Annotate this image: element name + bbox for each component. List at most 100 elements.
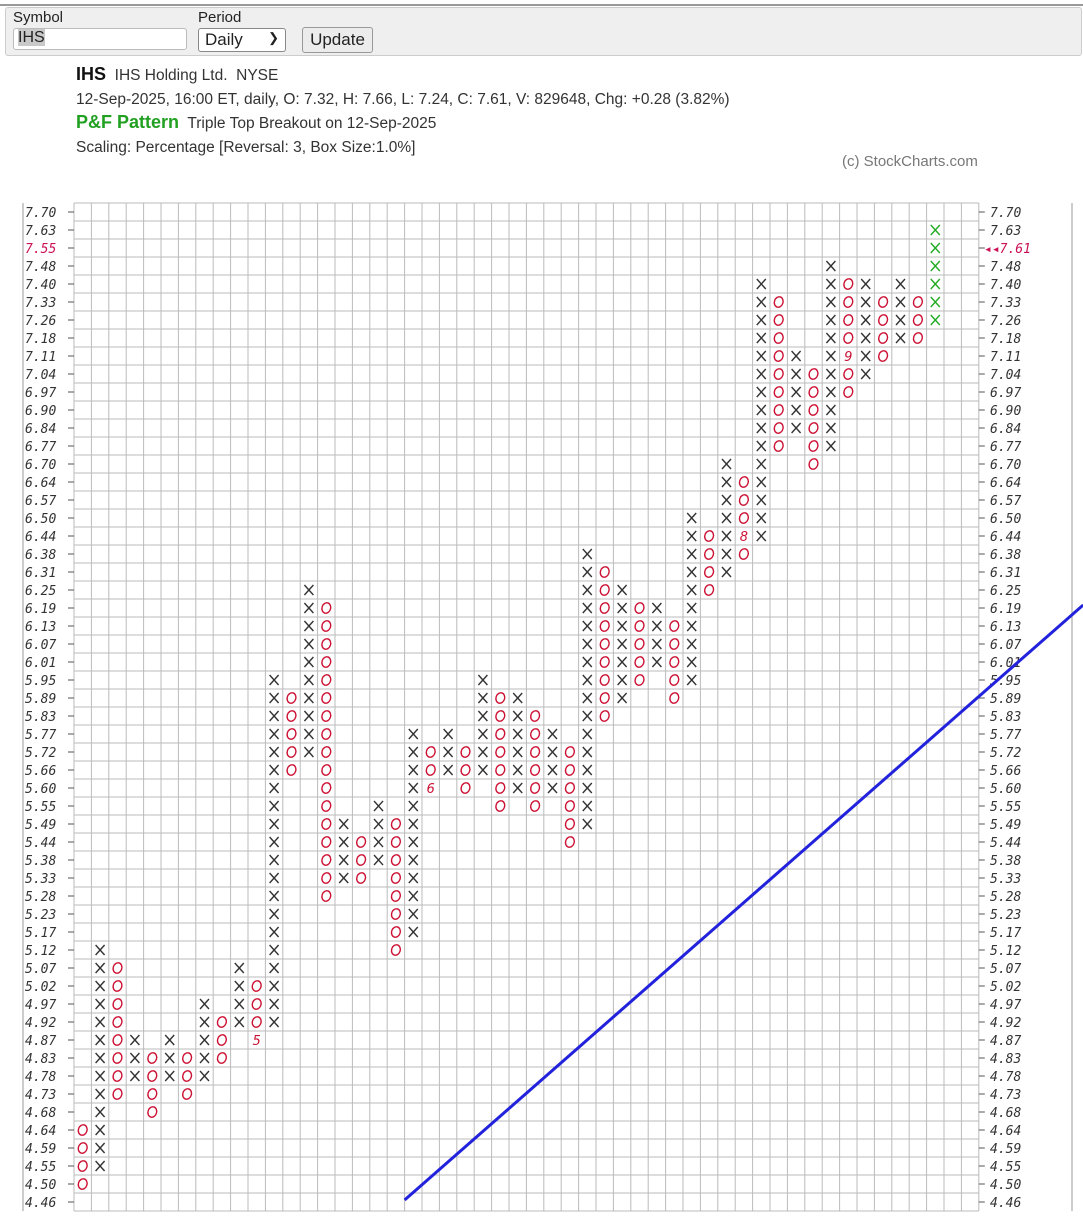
y-tick-label-left: 5.28 xyxy=(25,890,56,905)
x-mark xyxy=(303,746,314,758)
x-mark xyxy=(617,674,628,686)
x-mark xyxy=(895,314,906,326)
y-tick-label-left: 4.97 xyxy=(25,998,56,1013)
y-tick-label-right: 6.90 xyxy=(990,404,1021,419)
o-mark xyxy=(390,944,402,956)
month-marker: 9 xyxy=(844,350,852,365)
o-mark xyxy=(843,368,854,380)
y-tick-label-left: 6.01 xyxy=(25,656,56,671)
x-mark xyxy=(512,692,523,704)
x-mark xyxy=(269,764,280,776)
x-mark xyxy=(547,746,558,758)
x-mark xyxy=(408,746,419,758)
x-mark xyxy=(686,584,697,596)
x-mark xyxy=(338,818,349,830)
x-mark xyxy=(860,314,871,326)
o-mark xyxy=(599,602,610,614)
x-mark xyxy=(686,602,697,614)
o-mark xyxy=(112,1016,123,1028)
y-tick-label-right: 6.38 xyxy=(990,548,1021,563)
x-mark xyxy=(582,818,593,830)
y-tick-label-right: 4.83 xyxy=(990,1052,1021,1067)
x-mark xyxy=(269,998,280,1010)
x-mark xyxy=(651,638,662,650)
o-mark xyxy=(321,836,332,848)
y-tick-label-right: 5.95 xyxy=(990,674,1021,689)
x-mark xyxy=(930,278,941,290)
exchange: NYSE xyxy=(236,67,279,84)
y-tick-label-right: 6.97 xyxy=(990,386,1021,401)
company-name: IHS Holding Ltd. xyxy=(114,67,228,84)
x-mark xyxy=(408,818,419,830)
x-mark xyxy=(756,494,767,506)
x-mark xyxy=(651,620,662,632)
x-mark xyxy=(269,854,280,866)
x-mark xyxy=(95,1124,106,1136)
o-mark xyxy=(738,494,750,506)
o-mark xyxy=(216,1034,228,1046)
y-tick-label-right: 5.77 xyxy=(990,728,1021,743)
o-mark xyxy=(251,998,262,1010)
y-tick-label-right: 4.73 xyxy=(990,1088,1021,1103)
x-mark xyxy=(895,278,906,290)
y-tick-label-right: 4.59 xyxy=(990,1142,1021,1157)
o-mark xyxy=(599,584,610,596)
x-mark xyxy=(756,512,767,524)
y-tick-label-left: 6.70 xyxy=(25,458,56,473)
x-mark xyxy=(617,656,628,668)
y-tick-label-left: 4.68 xyxy=(25,1106,56,1121)
chart-symbol: IHS xyxy=(76,64,107,84)
o-mark xyxy=(321,602,332,614)
x-mark xyxy=(825,440,836,452)
o-mark xyxy=(773,422,784,434)
y-tick-label-right: 6.57 xyxy=(990,494,1021,509)
x-mark xyxy=(791,422,802,434)
y-tick-label-left: 6.64 xyxy=(25,476,56,491)
o-mark xyxy=(808,368,819,380)
o-mark xyxy=(286,692,297,704)
o-mark xyxy=(147,1106,158,1118)
o-mark xyxy=(773,368,784,380)
o-mark xyxy=(286,728,297,740)
x-mark xyxy=(164,1034,175,1046)
o-mark xyxy=(216,1016,228,1028)
x-mark xyxy=(756,440,767,452)
y-tick-label-left: 6.84 xyxy=(25,422,56,437)
y-tick-label-left: 6.31 xyxy=(25,566,56,581)
pattern-label: P&F Pattern xyxy=(76,112,180,132)
y-tick-label-right: 5.89 xyxy=(990,692,1021,707)
x-mark xyxy=(512,764,523,776)
y-tick-label-left: 4.59 xyxy=(25,1142,56,1157)
x-mark xyxy=(269,692,280,704)
symbol-label: Symbol xyxy=(13,9,64,26)
x-mark xyxy=(408,800,419,812)
period-select[interactable]: Daily ❯ xyxy=(198,28,286,52)
o-mark xyxy=(216,1052,228,1064)
update-button[interactable]: Update xyxy=(302,27,373,53)
o-mark xyxy=(529,800,541,812)
y-tick-label-right: 6.07 xyxy=(990,638,1021,653)
y-tick-label-left: 6.50 xyxy=(25,512,56,527)
y-tick-label-left: 5.12 xyxy=(25,944,56,959)
y-tick-label-left: 5.83 xyxy=(25,710,56,725)
x-mark xyxy=(338,872,349,884)
x-mark xyxy=(756,332,767,344)
o-mark xyxy=(460,782,471,794)
x-mark xyxy=(477,728,488,740)
x-mark xyxy=(199,1016,210,1028)
o-mark xyxy=(703,530,715,542)
x-mark xyxy=(234,980,245,992)
x-mark xyxy=(303,602,314,614)
x-mark xyxy=(477,710,488,722)
symbol-input[interactable]: IHS xyxy=(13,28,187,50)
y-tick-label-left: 6.07 xyxy=(25,638,56,653)
top-border xyxy=(0,4,1083,6)
x-mark xyxy=(617,620,628,632)
o-mark xyxy=(495,764,506,776)
x-mark xyxy=(582,620,593,632)
x-mark xyxy=(756,386,767,398)
x-mark xyxy=(582,764,593,776)
x-mark xyxy=(582,584,593,596)
o-mark xyxy=(390,854,402,866)
o-mark xyxy=(147,1052,158,1064)
